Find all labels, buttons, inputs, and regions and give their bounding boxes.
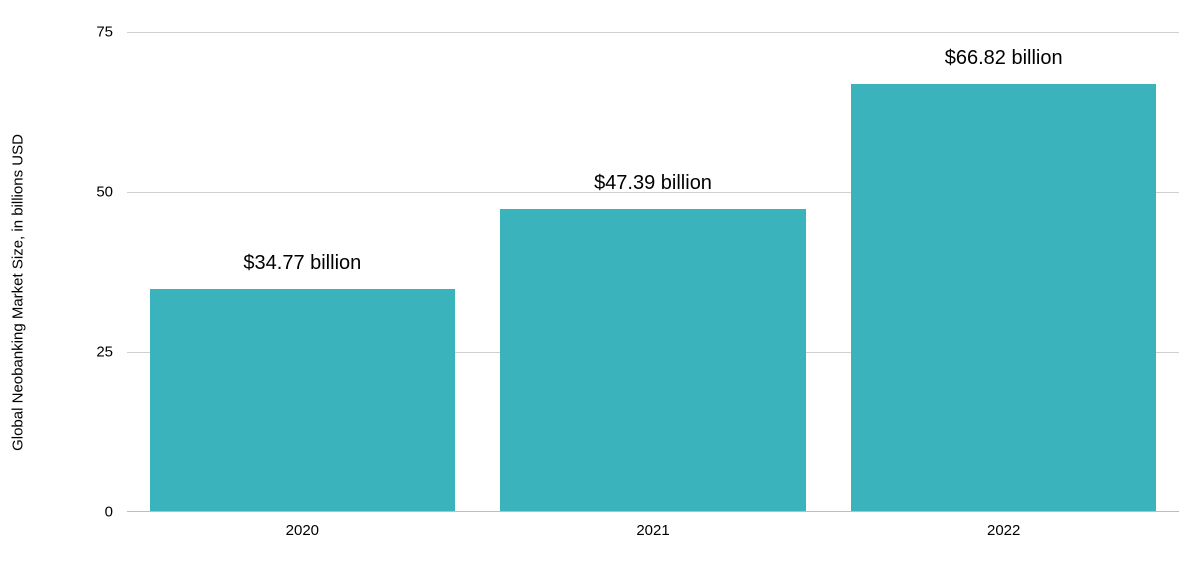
bar-value-label-2020: $34.77 billion xyxy=(243,252,361,275)
bar-group-2022: $66.82 billion 2022 xyxy=(828,32,1179,512)
y-axis-label: Global Neobanking Market Size, in billio… xyxy=(10,134,27,451)
bar-value-label-2022: $66.82 billion xyxy=(945,47,1063,70)
x-tick-2020: 2020 xyxy=(286,522,319,539)
y-tick-75: 75 xyxy=(96,24,127,41)
y-tick-50: 50 xyxy=(96,183,127,200)
bar-2021: $47.39 billion xyxy=(500,209,805,512)
y-tick-0: 0 xyxy=(105,504,127,521)
x-tick-2021: 2021 xyxy=(636,522,669,539)
plot-area: 75 50 25 0 $34.77 billion 2020 $47.39 bi… xyxy=(127,32,1179,512)
y-tick-25: 25 xyxy=(96,344,127,361)
bar-2022: $66.82 billion xyxy=(851,84,1156,512)
x-tick-2022: 2022 xyxy=(987,522,1020,539)
bars-layer: $34.77 billion 2020 $47.39 billion 2021 … xyxy=(127,32,1179,512)
x-axis-baseline xyxy=(127,511,1179,512)
chart-container: Global Neobanking Market Size, in billio… xyxy=(0,0,1200,567)
bar-group-2020: $34.77 billion 2020 xyxy=(127,32,478,512)
bar-2020: $34.77 billion xyxy=(150,289,455,512)
bar-group-2021: $47.39 billion 2021 xyxy=(478,32,829,512)
bar-value-label-2021: $47.39 billion xyxy=(594,172,712,195)
